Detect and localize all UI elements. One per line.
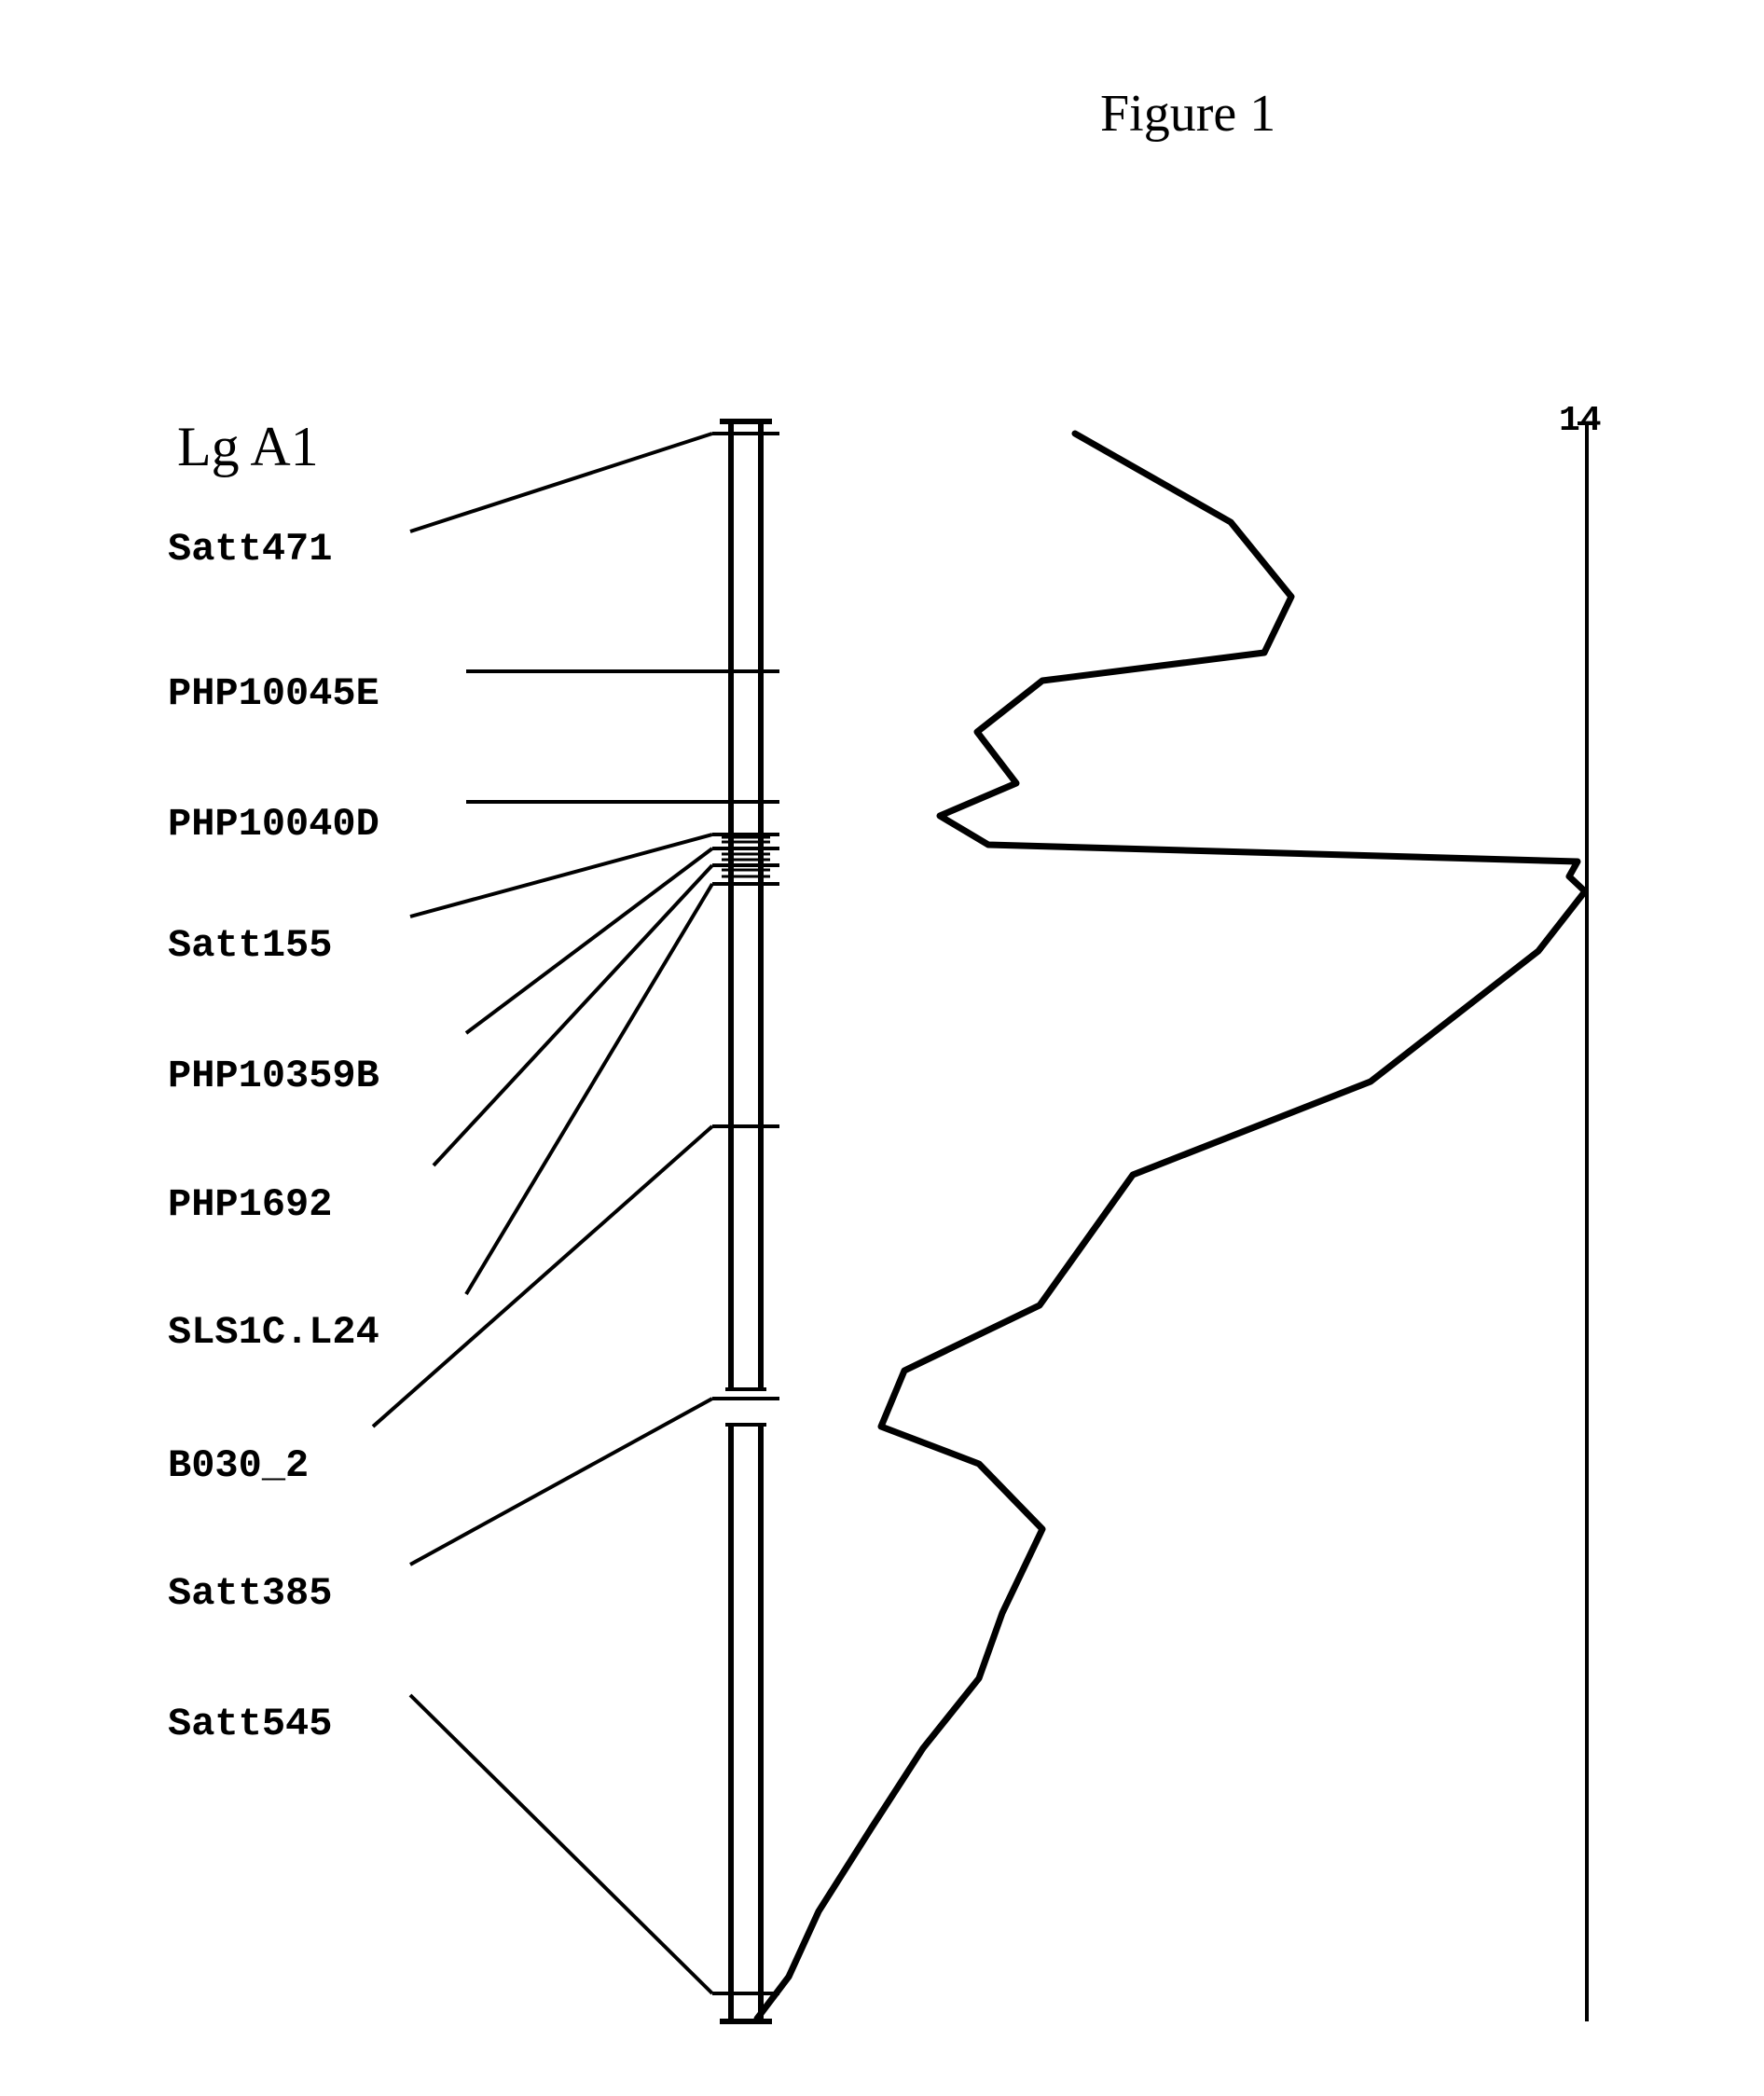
marker-connector (410, 1695, 712, 1993)
marker-connector (410, 1399, 712, 1565)
marker-label: SLS1C.L24 (168, 1310, 379, 1355)
marker-label: PHP1692 (168, 1182, 332, 1227)
marker-connector (434, 865, 712, 1165)
marker-label: Satt155 (168, 923, 332, 968)
marker-connector (410, 434, 712, 531)
marker-label: PHP10359B (168, 1054, 379, 1098)
marker-connector (410, 834, 712, 917)
marker-connector (466, 848, 712, 1033)
marker-connector (373, 1126, 712, 1427)
marker-label: PHP10040D (168, 802, 379, 847)
marker-label: PHP10045E (168, 671, 379, 716)
lod-curve (757, 434, 1585, 2019)
diagram-svg (0, 0, 1764, 2096)
marker-label: B030_2 (168, 1443, 309, 1488)
marker-label: Satt471 (168, 527, 332, 572)
marker-label: Satt545 (168, 1702, 332, 1746)
marker-label: Satt385 (168, 1571, 332, 1616)
figure-page: Figure 1 Lg A1 14 Satt471PHP10045EPHP100… (0, 0, 1764, 2096)
